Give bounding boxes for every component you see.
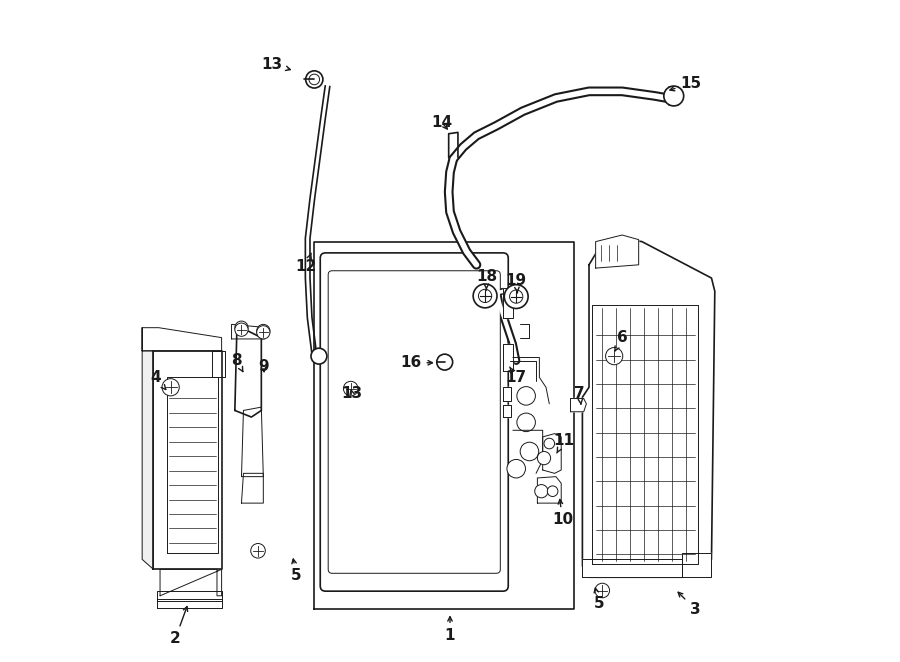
- Circle shape: [544, 438, 554, 449]
- Text: 13: 13: [341, 387, 363, 401]
- Text: 10: 10: [552, 499, 573, 527]
- Circle shape: [306, 71, 323, 88]
- Circle shape: [664, 86, 684, 106]
- Circle shape: [311, 348, 327, 364]
- FancyBboxPatch shape: [320, 253, 508, 591]
- Text: 8: 8: [231, 354, 243, 371]
- Polygon shape: [582, 559, 681, 577]
- Circle shape: [606, 348, 623, 365]
- Text: 11: 11: [554, 433, 574, 453]
- Polygon shape: [212, 351, 225, 377]
- Text: 16: 16: [400, 355, 432, 370]
- Polygon shape: [596, 235, 639, 268]
- Circle shape: [537, 451, 551, 465]
- Text: 4: 4: [150, 370, 166, 389]
- Text: 5: 5: [594, 588, 604, 611]
- Polygon shape: [153, 351, 221, 569]
- Circle shape: [436, 354, 453, 370]
- Circle shape: [473, 284, 497, 308]
- Polygon shape: [235, 331, 261, 417]
- Polygon shape: [231, 324, 268, 339]
- Circle shape: [256, 324, 270, 338]
- Text: 3: 3: [678, 592, 700, 616]
- Circle shape: [547, 486, 558, 496]
- Circle shape: [479, 289, 491, 303]
- Polygon shape: [681, 553, 712, 577]
- Circle shape: [344, 381, 358, 396]
- Text: 19: 19: [506, 273, 526, 293]
- Polygon shape: [142, 328, 153, 569]
- Text: 13: 13: [261, 57, 291, 71]
- Polygon shape: [537, 477, 562, 503]
- Text: 5: 5: [291, 559, 302, 583]
- Text: 12: 12: [296, 254, 317, 273]
- Circle shape: [162, 379, 179, 396]
- Polygon shape: [241, 407, 264, 477]
- Polygon shape: [543, 434, 562, 473]
- Circle shape: [509, 290, 523, 303]
- Circle shape: [256, 326, 270, 339]
- Text: 7: 7: [574, 387, 585, 404]
- Polygon shape: [241, 473, 264, 503]
- Circle shape: [595, 583, 609, 598]
- Polygon shape: [503, 387, 511, 401]
- Circle shape: [251, 544, 266, 558]
- Circle shape: [504, 285, 528, 308]
- Polygon shape: [158, 591, 221, 601]
- Polygon shape: [142, 328, 221, 351]
- Polygon shape: [592, 305, 698, 564]
- Text: 9: 9: [258, 359, 268, 373]
- Text: 6: 6: [615, 330, 627, 351]
- Circle shape: [507, 459, 526, 478]
- Text: 17: 17: [506, 367, 526, 385]
- Polygon shape: [158, 599, 221, 608]
- Polygon shape: [503, 405, 511, 417]
- Polygon shape: [582, 238, 715, 577]
- Circle shape: [235, 323, 248, 336]
- Text: 18: 18: [476, 269, 497, 290]
- Polygon shape: [503, 344, 513, 371]
- FancyBboxPatch shape: [328, 271, 500, 573]
- Circle shape: [517, 413, 535, 432]
- Text: 15: 15: [670, 76, 701, 91]
- Text: 1: 1: [445, 617, 455, 643]
- Circle shape: [235, 321, 248, 334]
- Polygon shape: [314, 242, 574, 609]
- Text: 2: 2: [170, 606, 187, 646]
- Circle shape: [517, 387, 535, 405]
- Circle shape: [309, 74, 320, 85]
- Polygon shape: [571, 399, 587, 412]
- Circle shape: [520, 442, 539, 461]
- Circle shape: [535, 485, 548, 498]
- Polygon shape: [503, 288, 513, 318]
- Text: 14: 14: [431, 115, 453, 130]
- Polygon shape: [166, 377, 219, 553]
- Polygon shape: [160, 569, 221, 596]
